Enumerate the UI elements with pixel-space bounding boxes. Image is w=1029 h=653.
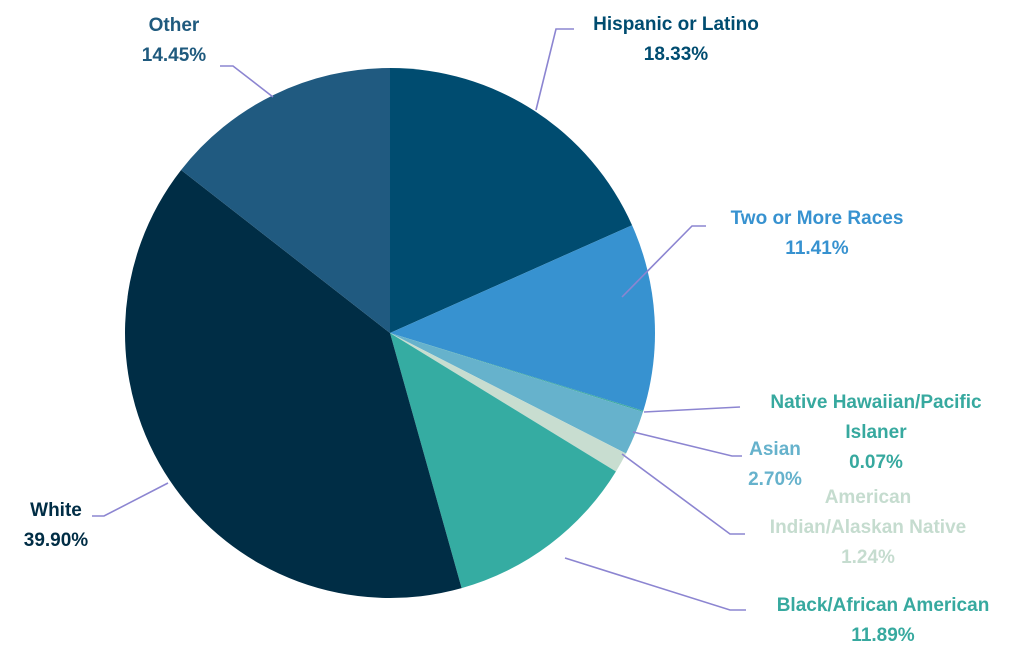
slice-labels: Hispanic or Latino 18.33% Two or More Race… bbox=[24, 14, 990, 646]
pie-slice-1 bbox=[390, 225, 656, 411]
slice-label-3-line-0: Asian bbox=[749, 439, 801, 460]
slice-label-6-line-0: White bbox=[30, 500, 82, 521]
slice-value-label-0: 18.33% bbox=[644, 44, 709, 65]
pie-slices bbox=[125, 68, 656, 599]
leader-lines bbox=[92, 28, 746, 611]
pie-slice-5 bbox=[390, 333, 616, 589]
slice-label-4-line-0: American bbox=[825, 487, 912, 508]
slice-label-7-line-0: Other bbox=[149, 15, 200, 36]
pie-slice-4 bbox=[390, 333, 627, 472]
pie-slice-2 bbox=[390, 333, 644, 412]
slice-label-0-line-0: Hispanic or Latino bbox=[593, 14, 759, 35]
slice-label-4-line-1: Indian/Alaskan Native bbox=[770, 517, 966, 538]
slice-label-2-line-0: Native Hawaiian/Pacific bbox=[770, 392, 982, 413]
leader-line-3 bbox=[632, 431, 742, 457]
pie-slice-7 bbox=[181, 68, 390, 333]
slice-value-label-6: 39.90% bbox=[24, 530, 89, 551]
slice-value-label-5: 11.89% bbox=[851, 625, 914, 646]
leader-line-4 bbox=[621, 453, 745, 535]
slice-value-label-2: 0.07% bbox=[849, 452, 903, 473]
pie-slice-6 bbox=[125, 169, 462, 599]
slice-value-label-4: 1.24% bbox=[841, 547, 895, 568]
leader-line-5 bbox=[564, 557, 746, 611]
slice-label-1-line-0: Two or More Races bbox=[731, 208, 904, 229]
slice-value-label-7: 14.45% bbox=[142, 45, 207, 66]
slice-label-5-line-0: Black/African American bbox=[777, 595, 990, 616]
leader-line-7 bbox=[220, 65, 274, 98]
leader-line-1 bbox=[621, 225, 706, 298]
slice-value-label-1: 11.41% bbox=[785, 238, 848, 259]
pie-slice-3 bbox=[390, 333, 643, 454]
pie-slice-0 bbox=[390, 68, 633, 333]
leader-line-6 bbox=[92, 482, 169, 517]
leader-line-0 bbox=[535, 28, 574, 111]
leader-line-2 bbox=[643, 406, 741, 413]
slice-value-label-3: 2.70% bbox=[748, 469, 802, 490]
slice-label-2-line-1: Islaner bbox=[845, 422, 907, 443]
